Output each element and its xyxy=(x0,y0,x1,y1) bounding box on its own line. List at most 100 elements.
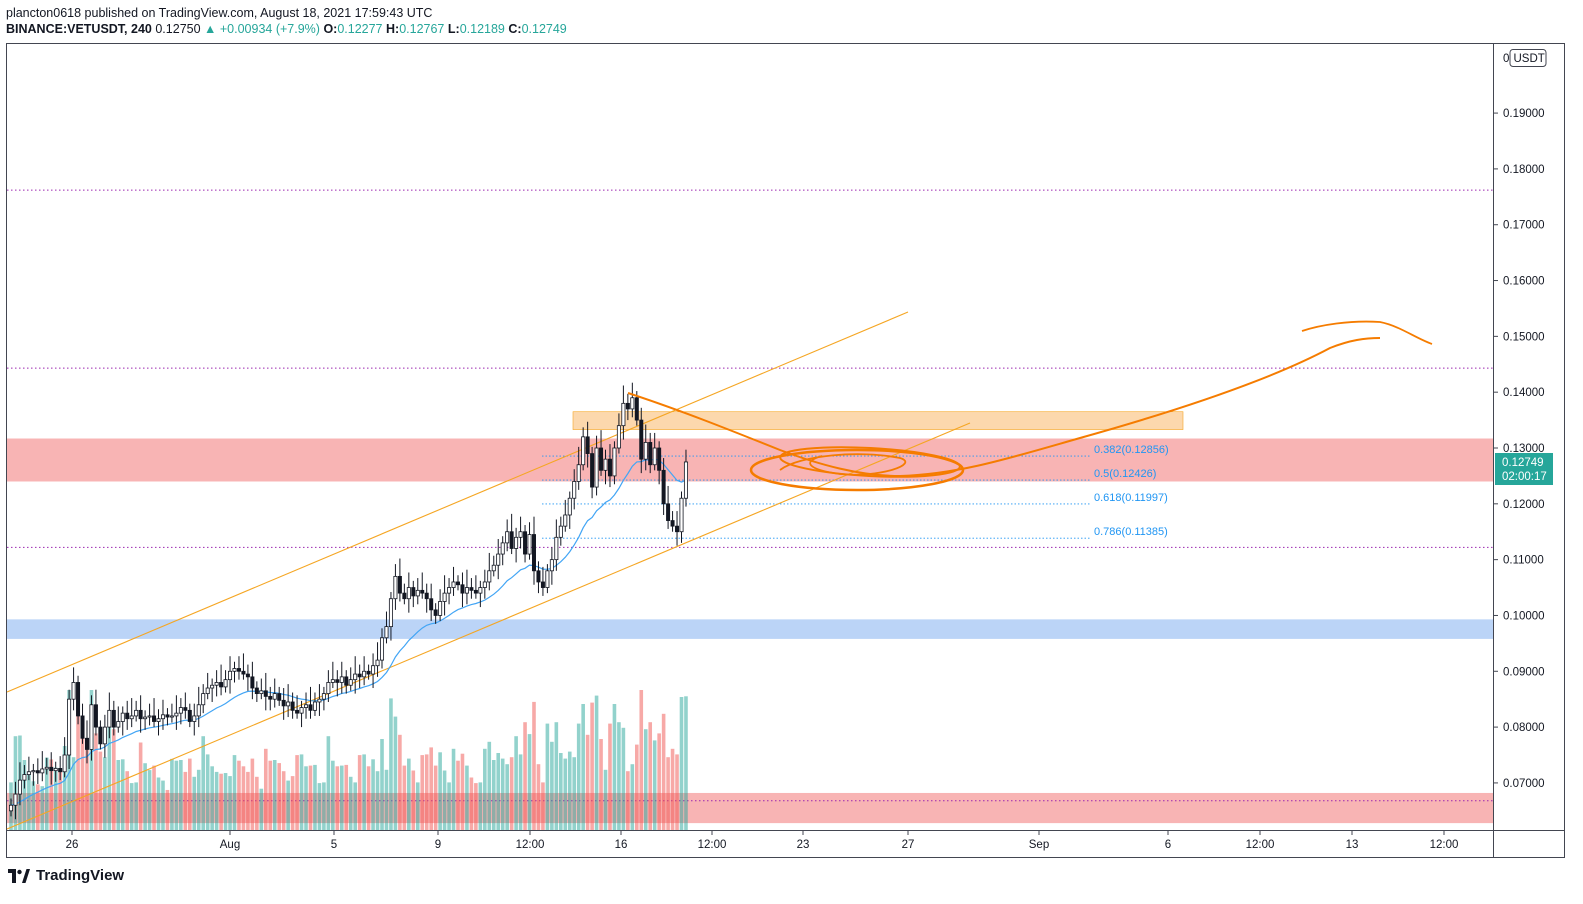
volume-bar xyxy=(344,764,349,830)
volume-bar xyxy=(679,697,684,830)
time-tick-label: 9 xyxy=(435,839,441,851)
candle-body xyxy=(549,559,554,572)
volume-bar xyxy=(407,758,411,830)
volume-bar xyxy=(635,744,639,830)
volume-bar xyxy=(661,713,666,830)
candle-body xyxy=(245,673,250,678)
candle-body xyxy=(411,587,416,597)
currency-label[interactable]: 0 USDT xyxy=(1503,49,1547,67)
symbol-name[interactable]: BINANCE:VETUSDT, 240 xyxy=(6,22,152,36)
price-tick-label: 0.15000 xyxy=(1503,331,1545,343)
candle-body xyxy=(53,768,58,772)
volume-bar xyxy=(281,771,286,830)
candle-body xyxy=(44,766,49,770)
candle-body xyxy=(58,768,63,773)
volume-bar xyxy=(514,736,518,830)
volume-bar xyxy=(389,698,393,830)
candle-body xyxy=(657,447,662,471)
candle-body xyxy=(17,779,22,795)
volume-bar xyxy=(652,740,657,830)
volume-bar xyxy=(62,746,67,830)
volume-bar xyxy=(599,739,603,830)
volume-bar xyxy=(219,773,223,830)
price-change: ▲ +0.00934 (+7.9%) xyxy=(204,22,320,36)
candle-body xyxy=(187,709,192,722)
candle-body xyxy=(232,668,237,672)
currency-box xyxy=(1509,49,1547,67)
volume-bar xyxy=(487,741,492,830)
fib-retracement[interactable]: 0.382(0.12856) 0.5(0.12426) 0.618(0.11997)… xyxy=(542,444,1169,539)
candle-body xyxy=(344,676,349,686)
volume-bar xyxy=(433,765,438,830)
volume-bar xyxy=(603,769,608,830)
candle-body xyxy=(616,425,621,449)
volume-bar xyxy=(375,771,380,830)
candle-body xyxy=(147,715,152,718)
high-value: 0.12767 xyxy=(399,22,445,36)
candle-body xyxy=(76,682,81,717)
candle-body xyxy=(607,458,612,477)
volume-bar xyxy=(559,753,563,830)
tradingview-logo[interactable]: TradingView xyxy=(8,867,124,884)
candle-body xyxy=(599,447,604,471)
candle-body xyxy=(451,581,456,588)
moving-average-line xyxy=(10,458,687,806)
candle-body xyxy=(558,525,563,538)
time-tick-label: Aug xyxy=(220,839,240,851)
volume-bar xyxy=(684,696,688,830)
candle-body xyxy=(366,670,371,675)
candle-body xyxy=(89,704,94,750)
candle-body xyxy=(447,587,452,594)
candle-body xyxy=(670,520,675,527)
volume-bar xyxy=(272,760,277,830)
candle-body xyxy=(429,598,434,611)
volume-bar xyxy=(550,741,554,830)
volume-bar xyxy=(554,722,559,830)
volume-bar xyxy=(263,748,268,830)
drawings-layer[interactable] xyxy=(627,320,1433,492)
volume-bar xyxy=(313,764,317,830)
candle-body xyxy=(80,715,85,739)
zone-supply xyxy=(572,411,1184,430)
candle-body xyxy=(134,709,139,717)
candle-body xyxy=(330,679,335,683)
candle-body xyxy=(8,804,13,812)
candle-body xyxy=(272,693,277,700)
volume-bar xyxy=(666,757,670,830)
price-tick-label: 0.12000 xyxy=(1503,499,1545,511)
candle-body xyxy=(567,497,572,516)
currency-text: USDT xyxy=(1514,53,1545,65)
close-value: 0.12749 xyxy=(521,22,567,36)
candle-body xyxy=(666,503,671,521)
volume-bar xyxy=(460,753,465,830)
channel-upper-line xyxy=(6,311,909,693)
price-tick-label: 0.13000 xyxy=(1503,443,1545,455)
price-axis[interactable]: 0.19000 0.18000 0.17000 0.16000 0.15000 0.140… xyxy=(1493,108,1545,790)
candle-body xyxy=(71,682,76,700)
candle-body xyxy=(223,679,228,688)
candle-body xyxy=(348,679,353,686)
volume-bar xyxy=(474,783,478,830)
price-tick-label: 0.17000 xyxy=(1503,220,1545,232)
candle-body xyxy=(98,726,103,745)
zone-support_low xyxy=(7,792,1493,824)
volume-bar xyxy=(465,765,469,830)
volume-bar xyxy=(286,780,290,830)
ascending-channel[interactable] xyxy=(6,311,971,830)
candle-body xyxy=(438,601,443,616)
candle-body xyxy=(138,709,143,720)
candle-body xyxy=(496,553,501,566)
candle-body xyxy=(268,695,273,700)
volume-bar xyxy=(608,723,612,830)
volume-bar xyxy=(49,759,54,830)
candle-body xyxy=(585,436,590,454)
candle-body xyxy=(572,481,577,499)
candle-body xyxy=(13,793,18,806)
candle-body xyxy=(183,707,188,711)
time-axis[interactable]: 26 Aug 5 9 12:00 16 12:00 23 27 Sep 6 12:00 13 12:00 xyxy=(66,830,1459,851)
volume-bar xyxy=(500,758,505,830)
candle-body xyxy=(125,712,130,720)
candle-body xyxy=(250,676,255,689)
price-tick-label: 0.16000 xyxy=(1503,276,1545,288)
volume-bar xyxy=(165,789,170,830)
